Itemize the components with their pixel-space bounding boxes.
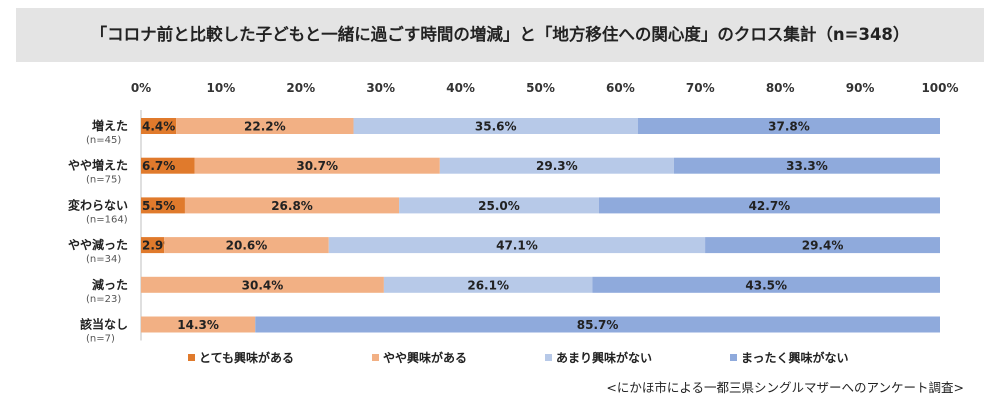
bar-segment	[164, 237, 329, 254]
bar-segment	[399, 197, 599, 214]
data-label: 26.1%	[467, 278, 509, 292]
category-label: 減った	[92, 277, 128, 292]
category-label: 変わらない	[68, 197, 128, 212]
chart-title: 「コロナ前と比較した子どもと一緒に過ごす時間の増減」と「地方移住への関心度」のク…	[90, 25, 910, 44]
data-label: 47.1%	[496, 239, 538, 253]
bar-segment	[439, 157, 674, 174]
data-label: 6.7%	[142, 159, 175, 173]
data-label: 30.4%	[242, 278, 284, 292]
data-label: 33.3%	[786, 159, 828, 173]
title-bar: 「コロナ前と比較した子どもと一緒に過ごす時間の増減」と「地方移住への関心度」のク…	[16, 8, 984, 62]
data-label: 14.3%	[177, 318, 219, 332]
legend-swatch	[730, 354, 737, 361]
x-tick-label: 0%	[131, 81, 151, 95]
bar-segment	[141, 157, 195, 174]
data-label: 22.2%	[244, 120, 286, 134]
category-label: 増えた	[92, 118, 128, 133]
x-tick-label: 10%	[207, 81, 236, 95]
data-label: 20.6%	[226, 239, 268, 253]
data-label: 42.7%	[749, 199, 791, 213]
x-tick-label: 100%	[921, 81, 958, 95]
x-tick-label: 20%	[286, 81, 315, 95]
category-label: やや増えた	[68, 158, 128, 173]
legend-label: とても興味がある	[199, 350, 294, 365]
x-tick-label: 30%	[366, 81, 395, 95]
x-tick-label: 70%	[686, 81, 715, 95]
bar-segment	[328, 237, 706, 254]
category-count: (n=23)	[86, 294, 121, 305]
x-tick-label: 50%	[526, 81, 555, 95]
data-label: 29.4%	[802, 239, 844, 253]
legend-swatch	[372, 354, 379, 361]
data-label: 5.5%	[142, 199, 175, 213]
data-label: 25.0%	[478, 199, 520, 213]
bar-segment	[353, 118, 638, 134]
data-label: 85.7%	[577, 318, 619, 332]
bar-segment	[141, 118, 177, 134]
category-label: 該当なし	[80, 317, 128, 332]
legend-label: やや興味がある	[383, 350, 467, 365]
data-label: 4.4%	[142, 120, 175, 134]
data-label: 26.8%	[271, 199, 313, 213]
bar-segment	[705, 237, 940, 254]
bar-segment	[383, 276, 593, 293]
x-tick-label: 60%	[606, 81, 635, 95]
bar-segment	[592, 276, 940, 293]
x-tick-label: 40%	[446, 81, 475, 95]
bar-segment	[255, 316, 940, 333]
bar-segment	[141, 316, 256, 333]
bar-segment	[194, 157, 440, 174]
data-label: 35.6%	[475, 120, 517, 134]
data-label: 29.3%	[536, 159, 578, 173]
data-label: 30.7%	[296, 159, 338, 173]
category-count: (n=164)	[86, 214, 128, 225]
legend-label: あまり興味がない	[556, 350, 652, 365]
data-label: 43.5%	[745, 278, 787, 292]
x-tick-label: 80%	[766, 81, 795, 95]
category-count: (n=45)	[86, 135, 121, 146]
x-tick-label: 90%	[846, 81, 875, 95]
bar-segment	[141, 197, 185, 214]
legend-swatch	[188, 354, 195, 361]
data-label: 37.8%	[768, 120, 810, 134]
bar-segment	[637, 118, 940, 134]
category-count: (n=7)	[86, 334, 115, 345]
bar-segment	[598, 197, 940, 214]
bar-segment	[184, 197, 400, 214]
category-count: (n=75)	[86, 175, 121, 186]
legend-label: まったく興味がない	[741, 350, 849, 365]
bar-segment	[673, 157, 940, 174]
bar-segment	[141, 276, 384, 293]
bar-segment	[141, 237, 165, 254]
source-note: <にかほ市による一都三県シングルマザーへのアンケート調査>	[606, 380, 964, 395]
legend-swatch	[545, 354, 552, 361]
category-label: やや減った	[68, 237, 128, 252]
bar-segment	[176, 118, 354, 134]
category-count: (n=34)	[86, 254, 121, 265]
